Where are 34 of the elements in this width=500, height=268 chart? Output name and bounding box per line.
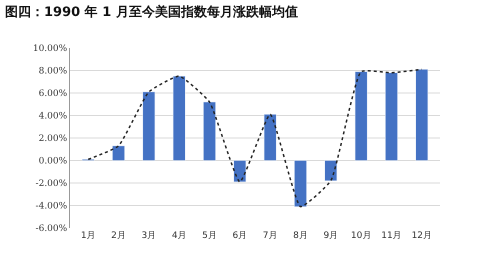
bar: [354, 71, 368, 161]
x-tick-label: 3月: [141, 231, 156, 241]
y-tick-label: -6.00%: [36, 224, 68, 234]
bar: [234, 160, 246, 182]
x-tick-label: 4月: [172, 231, 187, 241]
x-tick-label: 9月: [323, 231, 338, 241]
line-series: [87, 68, 423, 208]
x-tick-label: 8月: [293, 231, 308, 241]
y-tick-label: 4.00%: [38, 112, 68, 122]
bar: [203, 102, 216, 161]
y-tick-label: 0.00%: [38, 156, 68, 167]
y-tick-label: -2.00%: [36, 179, 68, 190]
bar: [264, 114, 276, 161]
x-tick-label: 5月: [202, 231, 217, 241]
bar: [142, 92, 156, 161]
x-tick-label: 6月: [232, 231, 248, 241]
bar: [172, 76, 186, 161]
y-tick-label: -4.00%: [36, 202, 68, 212]
x-tick-label: 7月: [262, 231, 278, 241]
x-tick-label: 11月: [381, 231, 402, 241]
bar: [294, 160, 307, 207]
x-tick-label: 12月: [412, 231, 432, 241]
x-tick-label: 10月: [350, 231, 372, 241]
bar: [385, 72, 398, 161]
y-tick-label: 10.00%: [32, 44, 68, 54]
y-tick-label: 8.00%: [38, 66, 68, 77]
bar: [324, 160, 338, 181]
bar: [112, 146, 125, 161]
bar: [415, 69, 428, 161]
x-tick-label: 2月: [111, 231, 126, 241]
x-tick-label: 1月: [80, 231, 96, 241]
chart-title: 图四：1990 年 1 月至今美国指数每月涨跌幅均值: [5, 4, 298, 20]
y-tick-label: 2.00%: [38, 134, 68, 144]
y-tick-label: 6.00%: [38, 89, 68, 100]
